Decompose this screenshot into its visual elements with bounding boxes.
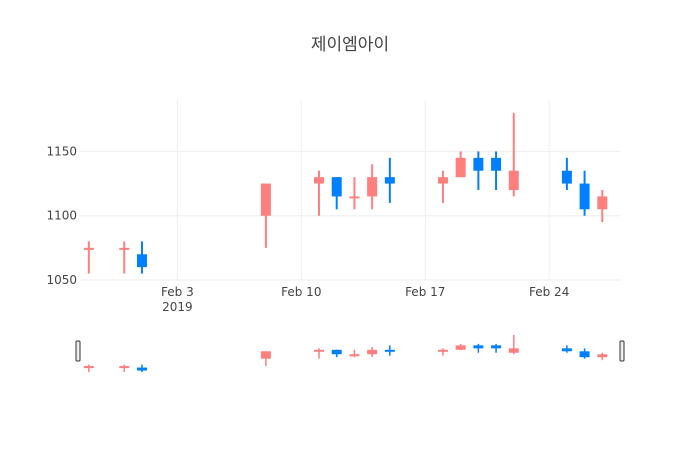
candle[interactable] bbox=[83, 241, 94, 274]
y-axis-ticks: 1050 1100 1150 bbox=[46, 144, 77, 287]
candle[interactable] bbox=[455, 151, 466, 178]
candle-body bbox=[473, 157, 484, 171]
slider-candle bbox=[561, 345, 572, 353]
slider-candle bbox=[455, 343, 466, 350]
slider-candle-body bbox=[508, 348, 519, 353]
candle[interactable] bbox=[473, 151, 484, 190]
slider-handle-left[interactable] bbox=[75, 340, 81, 362]
slider-candle-body bbox=[437, 349, 448, 352]
slider-candle-body bbox=[473, 345, 484, 349]
candle-body bbox=[367, 177, 378, 197]
slider-candle bbox=[349, 349, 360, 358]
candle-body bbox=[561, 170, 572, 184]
slider-candle bbox=[260, 351, 271, 367]
slider-candle-body bbox=[314, 349, 325, 352]
candle[interactable] bbox=[561, 157, 572, 190]
y-tick-label: 1100 bbox=[46, 209, 77, 223]
candle[interactable] bbox=[491, 151, 502, 190]
y-tick-label: 1050 bbox=[46, 273, 77, 287]
gridlines bbox=[80, 100, 620, 281]
slider-candle-body bbox=[331, 349, 342, 355]
candle[interactable] bbox=[384, 157, 395, 203]
slider-candle-body bbox=[349, 354, 360, 357]
slider-candle bbox=[508, 335, 519, 355]
candle-body bbox=[491, 157, 502, 171]
candle[interactable] bbox=[437, 170, 448, 203]
slider-candle bbox=[491, 343, 502, 353]
candle[interactable] bbox=[119, 241, 130, 274]
candle[interactable] bbox=[331, 177, 342, 210]
candle-body bbox=[136, 254, 147, 268]
candle[interactable] bbox=[314, 170, 325, 216]
slider-candle-body bbox=[136, 367, 147, 371]
slider-candle-body bbox=[455, 345, 466, 350]
candle-body bbox=[119, 247, 130, 250]
slider-candle-body bbox=[260, 351, 271, 359]
candle[interactable] bbox=[349, 177, 360, 210]
slider-candle bbox=[119, 364, 130, 372]
candle-body bbox=[260, 183, 271, 216]
candle[interactable] bbox=[136, 241, 147, 274]
slider-candle-body bbox=[367, 349, 378, 355]
slider-candle-body bbox=[597, 354, 608, 358]
x-tick-sublabel: 2019 bbox=[162, 300, 193, 314]
candle-body bbox=[508, 170, 519, 190]
slider-candle-body bbox=[561, 348, 572, 352]
candle[interactable] bbox=[597, 190, 608, 223]
x-tick-label: Feb 17 bbox=[405, 285, 445, 299]
slider-candle bbox=[384, 345, 395, 356]
slider-candle-body bbox=[83, 366, 94, 369]
slider-candle-body bbox=[579, 351, 590, 358]
slider-candle bbox=[367, 346, 378, 358]
candle-body bbox=[83, 247, 94, 250]
candles[interactable] bbox=[83, 112, 608, 274]
slider-candle bbox=[437, 348, 448, 356]
slider-candle-body bbox=[119, 366, 130, 369]
slider-handle-right[interactable] bbox=[619, 340, 625, 362]
chart-title: 제이엠아이 bbox=[311, 35, 389, 55]
slider-candle-body bbox=[384, 349, 395, 352]
candle[interactable] bbox=[508, 112, 519, 197]
candle-body bbox=[331, 177, 342, 197]
slider-candle bbox=[83, 364, 94, 372]
x-tick-label: Feb 10 bbox=[281, 285, 321, 299]
slider-candle bbox=[136, 364, 147, 372]
candle[interactable] bbox=[260, 183, 271, 248]
candle[interactable] bbox=[579, 170, 590, 216]
slider-candle bbox=[314, 348, 325, 359]
candle-body bbox=[314, 177, 325, 184]
candle-body bbox=[579, 183, 590, 210]
x-tick-label: Feb 3 bbox=[161, 285, 194, 299]
candle-body bbox=[597, 196, 608, 210]
range-slider[interactable] bbox=[75, 335, 625, 372]
candle[interactable] bbox=[367, 164, 378, 210]
candle-body bbox=[437, 177, 448, 184]
slider-candle bbox=[331, 349, 342, 358]
slider-candle bbox=[579, 348, 590, 359]
candle-body bbox=[349, 196, 360, 199]
y-tick-label: 1150 bbox=[46, 144, 77, 158]
x-tick-label: Feb 24 bbox=[529, 285, 569, 299]
slider-candle bbox=[597, 352, 608, 361]
candle-body bbox=[384, 177, 395, 184]
slider-candle-body bbox=[491, 345, 502, 349]
candle-body bbox=[455, 157, 466, 178]
slider-candle bbox=[473, 343, 484, 353]
